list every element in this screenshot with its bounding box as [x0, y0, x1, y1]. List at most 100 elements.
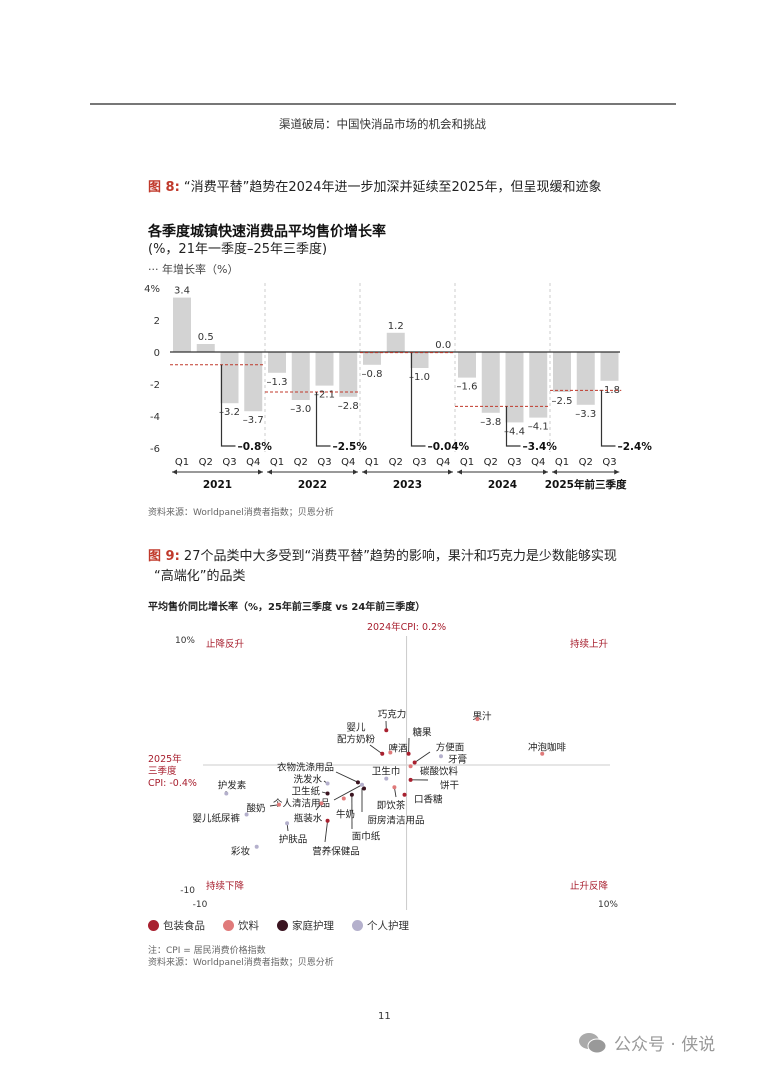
figure8-subtitle: (%，21年一季度–25年三季度) [148, 242, 328, 257]
quadrant-label: 止升反降 [570, 880, 609, 892]
quarter-tick-label: Q4 [341, 457, 355, 468]
y-tick-label: 10% [175, 636, 195, 646]
point-label: 啤酒 [388, 743, 408, 755]
x-tick-label: -10 [193, 900, 208, 910]
scatter-point [360, 782, 364, 787]
point-label: 洗发水 [293, 774, 322, 786]
scatter-point [408, 764, 413, 769]
bar [386, 332, 405, 352]
scatter-point [408, 777, 413, 782]
bar-value-label: –1.8 [599, 385, 620, 396]
quarter-tick-label: Q4 [531, 457, 545, 468]
scatter-point [362, 786, 367, 791]
bar [196, 344, 215, 352]
figure9-note: 注：CPI = 居民消费价格指数 [148, 946, 266, 956]
cpi-2025-label: CPI: -0.4% [148, 778, 197, 789]
quarter-tick-label: Q1 [365, 457, 379, 468]
point-label: 配方奶粉 [337, 734, 376, 746]
bar-value-label: –2.1 [314, 390, 335, 401]
point-label: 冲泡咖啡 [528, 742, 567, 754]
bar [339, 352, 358, 397]
scatter-point [325, 781, 330, 786]
quarter-tick-label: Q1 [175, 457, 189, 468]
watermark-text: 公众号 · 侠说 [614, 1035, 716, 1055]
legend-label: 家庭护理 [292, 920, 334, 932]
cpi-2024-label: 2024年CPI: 0.2% [367, 621, 446, 633]
quarter-tick-label: Q3 [507, 457, 521, 468]
leader-line [324, 820, 329, 843]
quadrant-label: 持续上升 [570, 638, 609, 650]
bar [553, 352, 571, 392]
point-label: 方便面 [436, 742, 465, 754]
point-label: 牙膏 [448, 754, 467, 766]
leader-line [414, 751, 431, 763]
quarter-tick-label: Q1 [555, 457, 569, 468]
quarter-tick-label: Q2 [389, 457, 403, 468]
bar [505, 352, 524, 423]
legend-dot-icon [148, 920, 159, 931]
scatter-point [355, 780, 360, 785]
quarter-tick-label: Q1 [460, 457, 474, 468]
bar-value-label: –3.0 [290, 404, 311, 415]
scatter-point [254, 844, 259, 849]
point-label: 卫生巾 [372, 766, 401, 778]
annual-average-label: –2.5% [333, 441, 368, 453]
scatter-point [412, 760, 417, 765]
legend-item-personal-care: 个人护理 [352, 918, 409, 933]
quarter-tick-label: Q2 [579, 457, 593, 468]
quarter-tick-label: Q2 [294, 457, 308, 468]
scatter-point [276, 802, 281, 807]
quarter-tick-label: Q3 [222, 457, 236, 468]
bar-value-label: –3.2 [219, 407, 240, 418]
point-label: 营养保健品 [312, 846, 360, 858]
scatter-legend: 包装食品 饮料 家庭护理 个人护理 [148, 918, 409, 933]
point-label: 衣物洗涤用品 [277, 762, 334, 774]
point-label: 酸奶 [246, 803, 265, 815]
figure8-caption: 图 8: “消费平替”趋势在2024年进一步加深并延续至2025年，但呈现缓和迹… [148, 176, 602, 195]
quarter-tick-label: Q4 [436, 457, 450, 468]
scatter-point [244, 812, 249, 817]
year-label: 2023 [393, 479, 422, 491]
quarter-tick-label: Q3 [412, 457, 426, 468]
figure8-source: 资料来源：Worldpanel消费者指数；贝恩分析 [148, 508, 334, 518]
point-label: 牛奶 [336, 809, 355, 821]
scatter-point [384, 728, 389, 733]
bar [244, 352, 263, 412]
point-label: 果汁 [472, 711, 492, 723]
cpi-2025-label: 2025年 [148, 753, 182, 765]
report-title: 渠道破局：中国快消品市场的机会和挑战 [279, 117, 486, 131]
figure9-caption-text: 27个品类中大多受到“消费平替”趋势的影响，果汁和巧克力是少数能够实现 [183, 549, 617, 564]
figure8-legend: ··· 年增长率（%） [148, 263, 239, 276]
bar [410, 352, 429, 368]
x-tick-label: 10% [598, 900, 618, 910]
figure9-caption-line2: “高端化”的品类 [154, 569, 246, 584]
figure9-caption: 图 9: 27个品类中大多受到“消费平替”趋势的影响，果汁和巧克力是少数能够实现 [148, 545, 617, 564]
annual-callout-line [505, 406, 521, 447]
y-tick-label: 4% [144, 284, 160, 295]
y-tick-label: -2 [150, 380, 160, 391]
legend-label: 饮料 [238, 920, 259, 932]
y-tick-label: -6 [150, 444, 160, 455]
annual-average-label: –3.4% [523, 441, 558, 453]
leader-line [369, 744, 383, 755]
point-label: 卫生纸 [291, 786, 320, 798]
scatter-point [388, 750, 393, 755]
year-label: 2025年前三季度 [545, 478, 627, 491]
scatter-point [406, 751, 411, 756]
quadrant-label: 止降反升 [206, 638, 245, 650]
figure9-title: 平均售价同比增长率（%，25年前三季度 vs 24年前三季度） [148, 602, 426, 613]
quarter-tick-label: Q2 [484, 457, 498, 468]
annual-average-label: –0.04% [428, 441, 470, 453]
annual-average-label: –2.4% [618, 441, 653, 453]
bar-value-label: 0.0 [435, 340, 451, 351]
figure8-label: 图 8: [148, 180, 180, 195]
legend-label: 包装食品 [163, 920, 205, 932]
bar-value-label: –3.3 [575, 409, 596, 420]
bar [291, 352, 310, 400]
year-label: 2024 [488, 479, 517, 491]
bar-value-label: –3.8 [480, 417, 501, 428]
bar [481, 352, 500, 413]
annual-average-label: –0.8% [238, 441, 273, 453]
annual-callout-line [315, 392, 331, 447]
scatter-point [380, 751, 385, 756]
